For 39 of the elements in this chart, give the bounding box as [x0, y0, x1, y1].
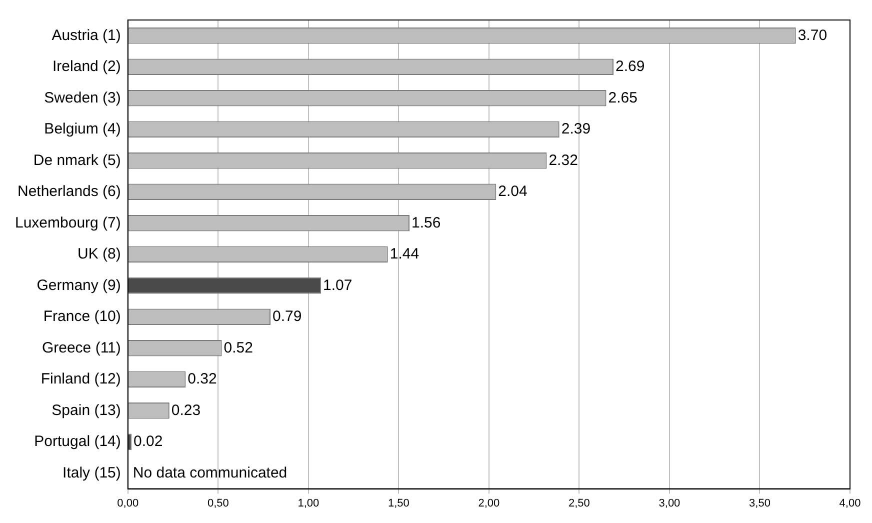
- x-tick-label: 0,00: [117, 497, 139, 510]
- y-tick-label: Ireland (2): [52, 58, 121, 76]
- data-label: 1.56: [412, 214, 441, 232]
- y-tick-label: Finland (12): [40, 370, 121, 388]
- data-label: 3.70: [798, 26, 828, 44]
- data-label: 0.79: [272, 308, 302, 326]
- annotation: No data communicated: [132, 464, 288, 482]
- x-tick-label: 1,50: [388, 497, 410, 510]
- data-label: 2.04: [498, 183, 528, 200]
- y-tick-label: De nmark (5): [33, 152, 121, 169]
- data-label: 2.32: [548, 152, 578, 169]
- x-tick-label: 4,00: [839, 497, 861, 510]
- x-tick-label: 3,50: [749, 497, 770, 510]
- y-tick-label: UK (8): [78, 246, 121, 263]
- x-tick-label: 3,00: [658, 497, 680, 510]
- y-tick-label: Sweden (3): [44, 89, 121, 106]
- data-label: 2.39: [561, 120, 591, 138]
- y-tick-label: Luxembourg (7): [14, 214, 121, 232]
- data-label: 0.32: [188, 370, 217, 388]
- x-tick-label: 2,50: [568, 497, 590, 510]
- data-label: 2.69: [616, 58, 645, 76]
- y-tick-label: Spain (13): [52, 402, 121, 419]
- y-tick-label: Greece (11): [42, 339, 121, 356]
- y-tick-label: Italy (15): [62, 464, 121, 482]
- y-tick-label: Austria (1): [52, 26, 121, 44]
- x-tick-label: 1,00: [298, 497, 320, 510]
- y-tick-label: Portugal (14): [34, 433, 121, 450]
- y-tick-label: Netherlands (6): [17, 183, 121, 200]
- data-label: 1.44: [390, 246, 420, 263]
- y-tick-label: France (10): [43, 308, 121, 326]
- y-tick-label: Belgium (4): [44, 120, 121, 138]
- data-label: 0.23: [171, 402, 201, 419]
- data-label: 0.02: [133, 433, 163, 450]
- x-tick-label: 0,50: [207, 497, 229, 510]
- y-tick-label: Germany (9): [36, 276, 121, 294]
- data-label: 1.07: [323, 276, 352, 294]
- x-tick-label: 2,00: [478, 497, 500, 510]
- data-label: 0.52: [224, 339, 253, 356]
- data-label: 2.65: [608, 89, 638, 106]
